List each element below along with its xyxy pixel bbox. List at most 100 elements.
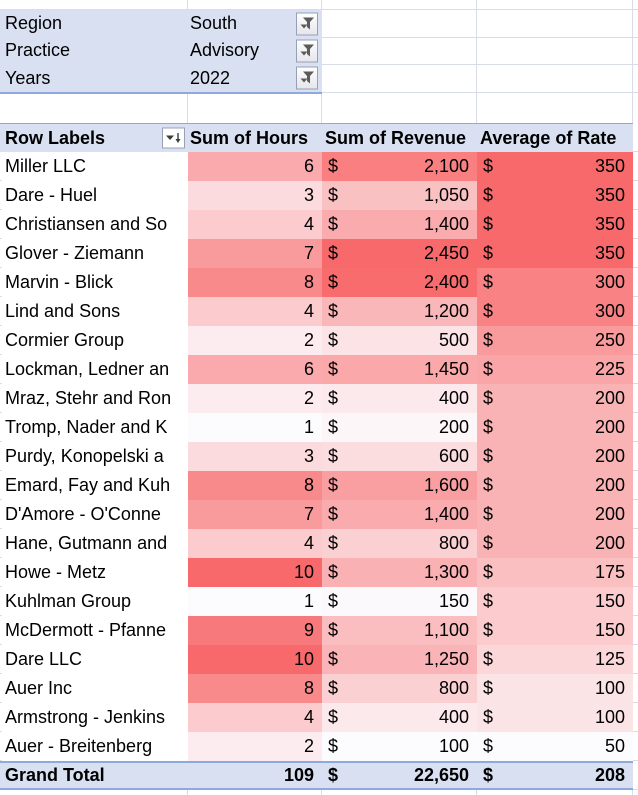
row-label-cell[interactable]: Hane, Gutmann and — [0, 529, 188, 558]
rate-cell[interactable]: $200 — [477, 384, 633, 413]
rate-cell[interactable]: $100 — [477, 674, 633, 703]
hours-cell[interactable]: 8 — [188, 674, 322, 703]
row-labels-header[interactable]: Row Labels — [0, 124, 188, 152]
hours-cell[interactable]: 4 — [188, 210, 322, 239]
rate-cell[interactable]: $350 — [477, 239, 633, 268]
revenue-cell[interactable]: $2,450 — [322, 239, 477, 268]
rate-cell[interactable]: $350 — [477, 181, 633, 210]
hours-cell[interactable]: 9 — [188, 616, 322, 645]
revenue-cell[interactable]: $1,200 — [322, 297, 477, 326]
rate-cell[interactable]: $300 — [477, 268, 633, 297]
rate-cell[interactable]: $200 — [477, 471, 633, 500]
hours-cell[interactable]: 10 — [188, 645, 322, 674]
grand-total-label[interactable]: Grand Total — [5, 765, 105, 785]
row-label-cell[interactable]: Howe - Metz — [0, 558, 188, 587]
revenue-cell[interactable]: $500 — [322, 326, 477, 355]
hours-header[interactable]: Sum of Hours — [190, 127, 309, 148]
row-label-cell[interactable]: Miller LLC — [0, 152, 188, 181]
hours-cell[interactable]: 1 — [188, 413, 322, 442]
revenue-cell[interactable]: $800 — [322, 529, 477, 558]
row-label-cell[interactable]: Dare - Huel — [0, 181, 188, 210]
row-label-cell[interactable]: Kuhlman Group — [0, 587, 188, 616]
rate-cell[interactable]: $250 — [477, 326, 633, 355]
grand-total-revenue[interactable]: $ 22,650 — [322, 763, 477, 788]
row-label-cell[interactable]: Purdy, Konopelski a — [0, 442, 188, 471]
rate-cell[interactable]: $225 — [477, 355, 633, 384]
revenue-cell[interactable]: $1,050 — [322, 181, 477, 210]
row-label-cell[interactable]: Marvin - Blick — [0, 268, 188, 297]
rate-cell[interactable]: $350 — [477, 210, 633, 239]
hours-cell[interactable]: 6 — [188, 355, 322, 384]
rate-cell[interactable]: $200 — [477, 500, 633, 529]
revenue-cell[interactable]: $100 — [322, 732, 477, 761]
revenue-cell[interactable]: $2,400 — [322, 268, 477, 297]
row-label-cell[interactable]: Emard, Fay and Kuh — [0, 471, 188, 500]
rate-cell[interactable]: $100 — [477, 703, 633, 732]
row-label-cell[interactable]: Tromp, Nader and K — [0, 413, 188, 442]
hours-cell[interactable]: 7 — [188, 239, 322, 268]
hours-cell[interactable]: 2 — [188, 326, 322, 355]
row-label-cell[interactable]: D'Amore - O'Conne — [0, 500, 188, 529]
row-label-cell[interactable]: Christiansen and So — [0, 210, 188, 239]
filter-label[interactable]: Years — [5, 67, 51, 88]
hours-cell[interactable]: 3 — [188, 442, 322, 471]
filter-value[interactable]: South — [190, 13, 238, 34]
region-filter-button[interactable] — [296, 12, 318, 36]
filter-value[interactable]: Advisory — [190, 40, 260, 61]
grand-total-hours[interactable]: 109 — [283, 765, 314, 785]
revenue-cell[interactable]: $1,400 — [322, 210, 477, 239]
revenue-cell[interactable]: $400 — [322, 703, 477, 732]
grand-total-rate[interactable]: $ 208 — [477, 763, 633, 788]
row-label-cell[interactable]: Cormier Group — [0, 326, 188, 355]
revenue-cell[interactable]: $1,600 — [322, 471, 477, 500]
row-label-cell[interactable]: Auer - Breitenberg — [0, 732, 188, 761]
hours-cell[interactable]: 4 — [188, 703, 322, 732]
revenue-header[interactable]: Sum of Revenue — [325, 127, 467, 148]
hours-cell[interactable]: 6 — [188, 152, 322, 181]
row-label-cell[interactable]: Armstrong - Jenkins — [0, 703, 188, 732]
hours-cell[interactable]: 8 — [188, 268, 322, 297]
hours-cell[interactable]: 8 — [188, 471, 322, 500]
rate-header[interactable]: Average of Rate — [480, 127, 617, 148]
hours-cell[interactable]: 3 — [188, 181, 322, 210]
rate-cell[interactable]: $150 — [477, 616, 633, 645]
row-label-cell[interactable]: Glover - Ziemann — [0, 239, 188, 268]
revenue-cell[interactable]: $1,300 — [322, 558, 477, 587]
hours-cell[interactable]: 7 — [188, 500, 322, 529]
hours-cell[interactable]: 4 — [188, 529, 322, 558]
revenue-cell[interactable]: $600 — [322, 442, 477, 471]
rate-cell[interactable]: $200 — [477, 442, 633, 471]
revenue-cell[interactable]: $1,450 — [322, 355, 477, 384]
row-label-cell[interactable]: Lind and Sons — [0, 297, 188, 326]
row-labels-dropdown-button[interactable] — [162, 127, 185, 149]
rate-cell[interactable]: $125 — [477, 645, 633, 674]
rate-cell[interactable]: $200 — [477, 413, 633, 442]
rate-cell[interactable]: $150 — [477, 587, 633, 616]
revenue-cell[interactable]: $1,400 — [322, 500, 477, 529]
row-label-cell[interactable]: Auer Inc — [0, 674, 188, 703]
revenue-cell[interactable]: $400 — [322, 384, 477, 413]
practice-filter-button[interactable] — [296, 39, 318, 63]
row-label-cell[interactable]: Dare LLC — [0, 645, 188, 674]
row-label-cell[interactable]: Lockman, Ledner an — [0, 355, 188, 384]
filter-value[interactable]: 2022 — [190, 67, 231, 88]
hours-cell[interactable]: 2 — [188, 384, 322, 413]
filter-label[interactable]: Practice — [5, 40, 71, 61]
revenue-cell[interactable]: $1,100 — [322, 616, 477, 645]
hours-cell[interactable]: 2 — [188, 732, 322, 761]
filter-label[interactable]: Region — [5, 13, 63, 34]
revenue-cell[interactable]: $1,250 — [322, 645, 477, 674]
row-label-cell[interactable]: Mraz, Stehr and Ron — [0, 384, 188, 413]
revenue-cell[interactable]: $800 — [322, 674, 477, 703]
row-label-cell[interactable]: McDermott - Pfanne — [0, 616, 188, 645]
rate-cell[interactable]: $50 — [477, 732, 633, 761]
rate-cell[interactable]: $300 — [477, 297, 633, 326]
rate-cell[interactable]: $200 — [477, 529, 633, 558]
years-filter-button[interactable] — [296, 66, 318, 90]
revenue-cell[interactable]: $200 — [322, 413, 477, 442]
hours-cell[interactable]: 4 — [188, 297, 322, 326]
hours-cell[interactable]: 10 — [188, 558, 322, 587]
hours-cell[interactable]: 1 — [188, 587, 322, 616]
revenue-cell[interactable]: $2,100 — [322, 152, 477, 181]
rate-cell[interactable]: $175 — [477, 558, 633, 587]
